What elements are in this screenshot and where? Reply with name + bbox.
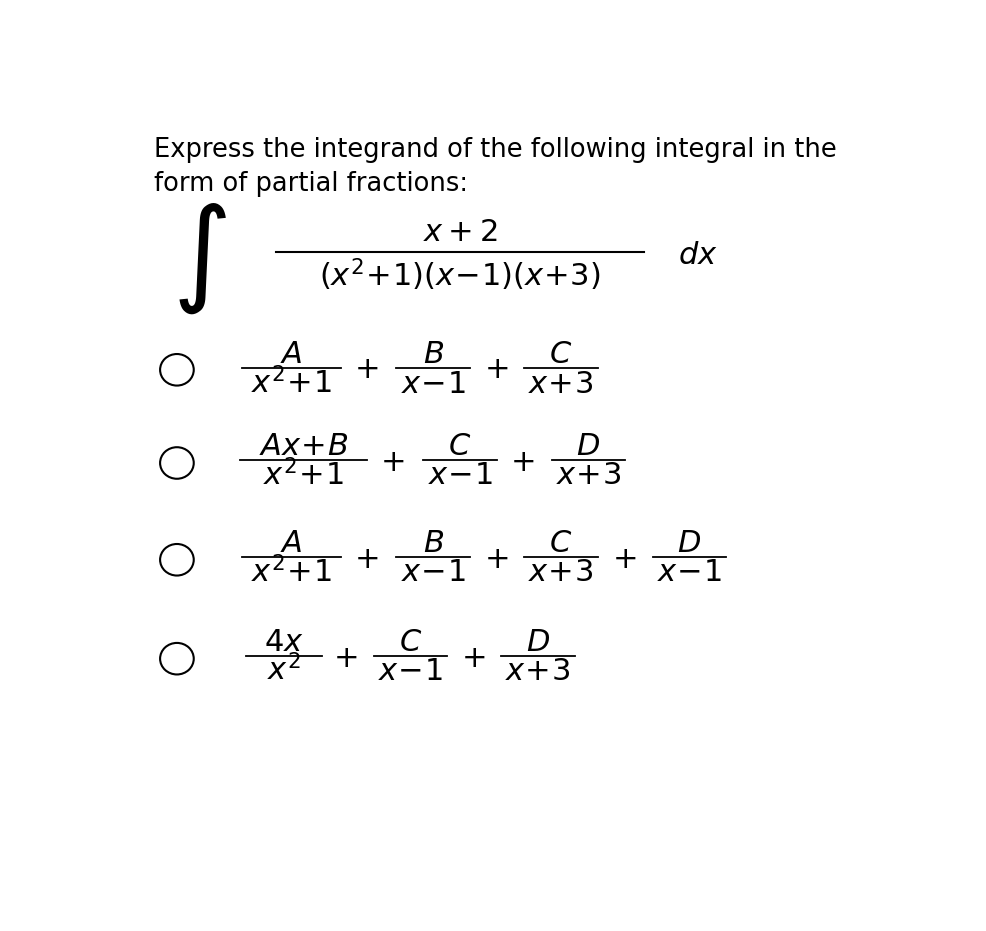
Text: $D$: $D$ [676, 528, 701, 559]
Text: $x\!-\!1$: $x\!-\!1$ [400, 557, 465, 588]
Text: $+$: $+$ [354, 545, 379, 575]
Text: $+$: $+$ [510, 448, 534, 479]
Text: $x\!+\!3$: $x\!+\!3$ [528, 369, 593, 399]
Text: $C$: $C$ [398, 627, 421, 657]
Text: $C$: $C$ [448, 431, 471, 462]
Text: form of partial fractions:: form of partial fractions: [154, 170, 467, 196]
Text: $C$: $C$ [549, 339, 572, 370]
Text: $+$: $+$ [611, 545, 636, 575]
Text: $D$: $D$ [526, 627, 549, 657]
Text: $+$: $+$ [332, 643, 357, 674]
Text: $+$: $+$ [354, 355, 379, 385]
Text: $x\!-\!1$: $x\!-\!1$ [400, 369, 465, 399]
Text: $x^2\!+\!1$: $x^2\!+\!1$ [251, 557, 331, 589]
Text: $\int$: $\int$ [173, 201, 227, 316]
Text: $x\!+\!3$: $x\!+\!3$ [555, 461, 620, 492]
Text: $x^2$: $x^2$ [267, 655, 301, 688]
Text: $C$: $C$ [549, 528, 572, 559]
Text: $B$: $B$ [422, 528, 444, 559]
Text: $D$: $D$ [576, 431, 599, 462]
Text: $B$: $B$ [422, 339, 444, 370]
Text: $x\!+\!3$: $x\!+\!3$ [528, 557, 593, 588]
Text: $x+2$: $x+2$ [422, 217, 497, 248]
Text: $x\!-\!1$: $x\!-\!1$ [427, 461, 492, 492]
Text: $dx$: $dx$ [677, 239, 717, 271]
Text: $x\!-\!1$: $x\!-\!1$ [657, 557, 721, 588]
Text: $(x^2\!+\!1)(x\!-\!1)(x\!+\!3)$: $(x^2\!+\!1)(x\!-\!1)(x\!+\!3)$ [318, 257, 600, 293]
Text: $x\!+\!3$: $x\!+\!3$ [505, 656, 570, 687]
Text: $A$: $A$ [280, 339, 303, 370]
Text: $+$: $+$ [380, 448, 404, 479]
Text: $x\!-\!1$: $x\!-\!1$ [378, 656, 442, 687]
Text: $+$: $+$ [460, 643, 485, 674]
Text: $A$: $A$ [280, 528, 303, 559]
Text: $4x$: $4x$ [264, 627, 304, 657]
Text: $x^2\!+\!1$: $x^2\!+\!1$ [262, 460, 343, 492]
Text: $x^2\!+\!1$: $x^2\!+\!1$ [251, 368, 331, 400]
Text: $+$: $+$ [484, 545, 509, 575]
Text: Express the integrand of the following integral in the: Express the integrand of the following i… [154, 137, 836, 163]
Text: $Ax\!+\!B$: $Ax\!+\!B$ [258, 431, 347, 462]
Text: $+$: $+$ [484, 355, 509, 385]
